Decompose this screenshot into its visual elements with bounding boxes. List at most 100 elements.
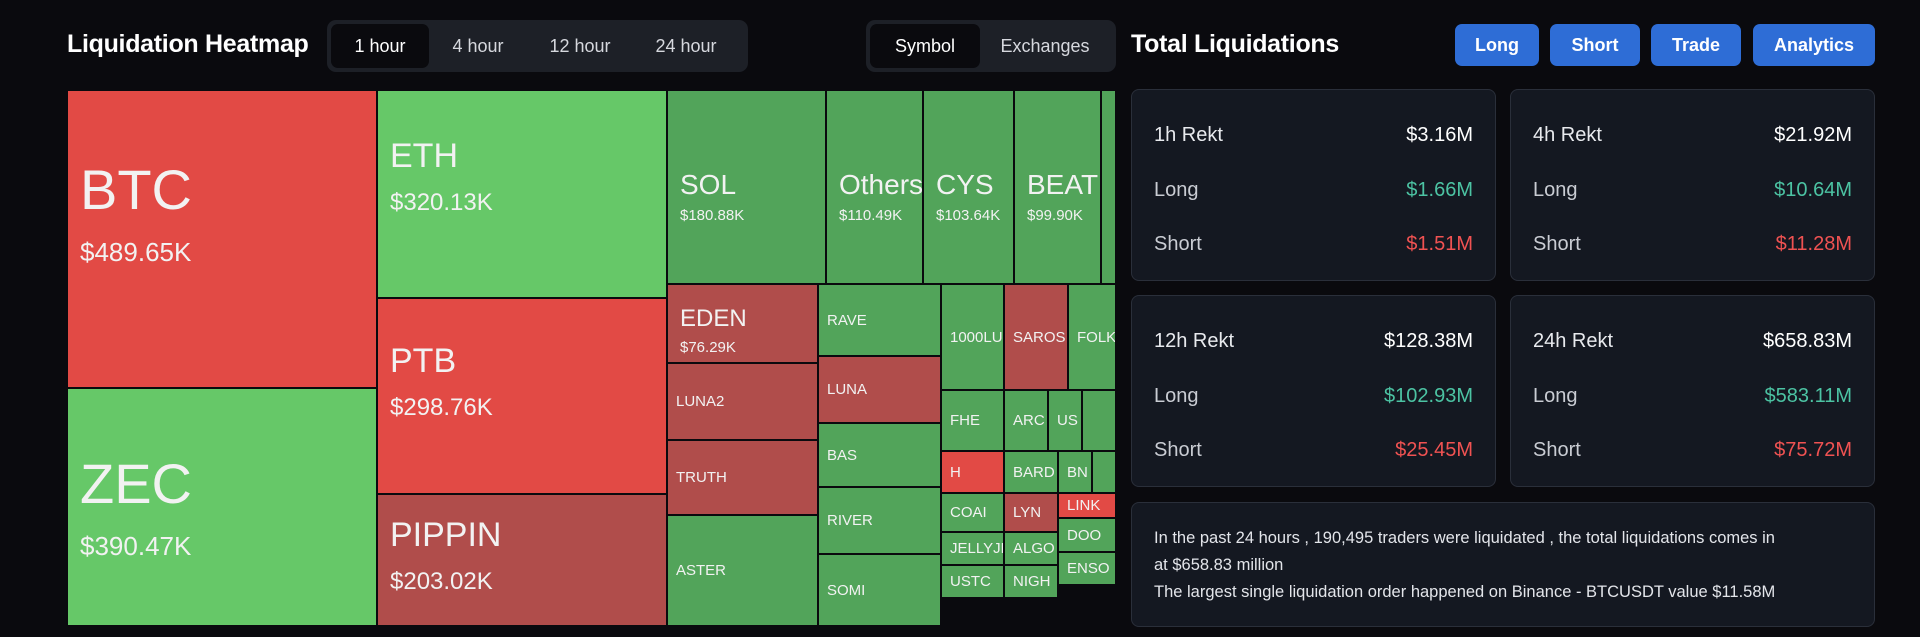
short-label: Short <box>1533 439 1581 461</box>
tile-symbol: RIVER <box>827 512 873 529</box>
heatmap-tile[interactable]: Others $110.49K <box>826 90 923 284</box>
card-period: 1h Rekt <box>1154 124 1223 146</box>
heatmap-tile[interactable]: FHE <box>941 390 1004 451</box>
heatmap-tile[interactable]: US <box>1048 390 1082 451</box>
tile-symbol: LUNA2 <box>676 393 725 410</box>
heatmap-tile[interactable]: LUNA <box>818 356 941 423</box>
short-button[interactable]: Short <box>1550 24 1640 66</box>
long-label: Long <box>1533 179 1578 201</box>
card-24h: 24h Rekt $658.83M Long $583.11M Short $7… <box>1510 295 1875 487</box>
tile-symbol: BEAT <box>1027 169 1099 200</box>
card-1h: 1h Rekt $3.16M Long $1.66M Short $1.51M <box>1131 89 1496 281</box>
tile-value: $489.65K <box>80 236 192 267</box>
heatmap-tile[interactable] <box>1101 90 1116 284</box>
analytics-button[interactable]: Analytics <box>1753 24 1875 66</box>
tile-symbol: LYN <box>1013 504 1042 521</box>
tile-symbol: DOO <box>1067 526 1102 544</box>
heatmap-tile[interactable]: NIGH <box>1004 565 1058 598</box>
tile-symbol: TRUTH <box>676 469 727 486</box>
heatmap-tile[interactable]: JELLYJE <box>941 532 1004 565</box>
heatmap-tile[interactable]: LYN <box>1004 493 1058 532</box>
heatmap-tile[interactable]: SOL $180.88K <box>667 90 826 284</box>
trade-button[interactable]: Trade <box>1651 24 1741 66</box>
tile-symbol: ALGO <box>1013 540 1055 557</box>
heatmap-tile[interactable]: CYS $103.64K <box>923 90 1014 284</box>
card-period: 24h Rekt <box>1533 330 1614 352</box>
tile-symbol: SOL <box>680 169 737 200</box>
card-total: $658.83M <box>1763 330 1852 352</box>
heatmap-tile[interactable]: EDEN $76.29K <box>667 284 818 363</box>
tile-symbol: ETH <box>390 136 458 175</box>
heatmap-tile[interactable]: BN <box>1058 451 1092 493</box>
heatmap-tile[interactable]: TRUTH <box>667 440 818 515</box>
long-label: Long <box>1154 385 1199 407</box>
heatmap-tile[interactable]: SAROS <box>1004 284 1068 390</box>
heatmap-tile[interactable]: FOLK <box>1068 284 1116 390</box>
tile-symbol: USTC <box>950 573 991 590</box>
heatmap-tile[interactable]: 1000LU <box>941 284 1004 390</box>
tab-24-hour[interactable]: 24 hour <box>655 35 717 56</box>
heatmap-tile[interactable]: ZEC $390.47K <box>67 388 377 626</box>
short-label: Short <box>1533 233 1581 255</box>
heatmap-tile[interactable]: DOO <box>1058 518 1116 552</box>
tile-value: $203.02K <box>390 568 493 596</box>
tile-symbol: SOMI <box>827 581 866 599</box>
heatmap-tile[interactable]: BEAT $99.90K <box>1014 90 1101 284</box>
long-label: Long <box>1533 385 1578 407</box>
heatmap-tile[interactable]: USTC <box>941 565 1004 598</box>
heatmap-tile[interactable]: ASTER <box>667 515 818 626</box>
heatmap-tile[interactable]: BARD <box>1004 451 1058 493</box>
heatmap-tile[interactable]: LINK <box>1058 493 1116 518</box>
heatmap-tile[interactable]: ENSO <box>1058 552 1116 585</box>
tile-symbol: CYS <box>936 169 994 200</box>
tile-symbol: NIGH <box>1013 573 1051 590</box>
tab-1-hour[interactable]: 1 hour <box>331 24 429 68</box>
tile-symbol: H <box>950 463 961 481</box>
heatmap-tile[interactable]: BTC $489.65K <box>67 90 377 388</box>
heatmap-tile[interactable]: LUNA2 <box>667 363 818 440</box>
short-value: $1.51M <box>1406 233 1473 255</box>
heatmap-tile[interactable] <box>1082 390 1116 451</box>
tab-4-hour[interactable]: 4 hour <box>452 35 504 56</box>
tile-value: $298.76K <box>390 394 493 422</box>
summary-line-1: In the past 24 hours , 190,495 traders w… <box>1154 529 1775 547</box>
card-4h: 4h Rekt $21.92M Long $10.64M Short $11.2… <box>1510 89 1875 281</box>
tile-value: $99.90K <box>1027 207 1083 224</box>
long-label: Long <box>1154 179 1199 201</box>
heatmap-tile[interactable] <box>1092 451 1116 493</box>
tile-value: $320.13K <box>390 188 493 216</box>
tile-symbol: SAROS <box>1013 328 1066 346</box>
tile-symbol: LINK <box>1067 497 1101 514</box>
card-period: 12h Rekt <box>1154 330 1235 352</box>
heatmap-tile[interactable]: ALGO <box>1004 532 1058 565</box>
tile-symbol: LUNA <box>827 381 868 398</box>
tile-value: $390.47K <box>80 530 192 561</box>
view-exchanges[interactable]: Exchanges <box>1000 35 1090 56</box>
heatmap-tile[interactable]: COAI <box>941 493 1004 532</box>
heatmap-tile[interactable]: SOMI <box>818 554 941 626</box>
heatmap-tile[interactable]: H <box>941 451 1004 493</box>
short-value: $25.45M <box>1395 439 1473 461</box>
heatmap-tile[interactable]: ARC <box>1004 390 1048 451</box>
tile-symbol: COAI <box>950 504 987 521</box>
summary-line-3: The largest single liquidation order hap… <box>1154 583 1776 601</box>
tile-symbol: BN <box>1067 463 1088 481</box>
tile-value: $110.49K <box>839 207 903 224</box>
heatmap-tile[interactable]: RAVE <box>818 284 941 356</box>
card-total: $3.16M <box>1406 124 1473 146</box>
heatmap-tile[interactable]: ETH $320.13K <box>377 90 667 298</box>
liquidation-heatmap: BTC $489.65K ZEC $390.47K ETH $320.13K PTB $298… <box>67 90 1116 626</box>
view-mode-selector: Symbol Exchanges <box>866 20 1116 72</box>
tile-value: $103.64K <box>936 207 1001 224</box>
card-total: $21.92M <box>1774 124 1852 146</box>
tile-symbol: PIPPIN <box>390 516 502 555</box>
tab-12-hour[interactable]: 12 hour <box>549 35 611 56</box>
heatmap-tile[interactable]: PTB $298.76K <box>377 298 667 494</box>
heatmap-tile[interactable]: PIPPIN $203.02K <box>377 494 667 626</box>
view-symbol[interactable]: Symbol <box>870 24 980 68</box>
heatmap-tile[interactable]: BAS <box>818 423 941 487</box>
long-value: $102.93M <box>1384 385 1473 407</box>
long-button[interactable]: Long <box>1455 24 1539 66</box>
short-value: $11.28M <box>1775 233 1852 255</box>
heatmap-tile[interactable]: RIVER <box>818 487 941 554</box>
